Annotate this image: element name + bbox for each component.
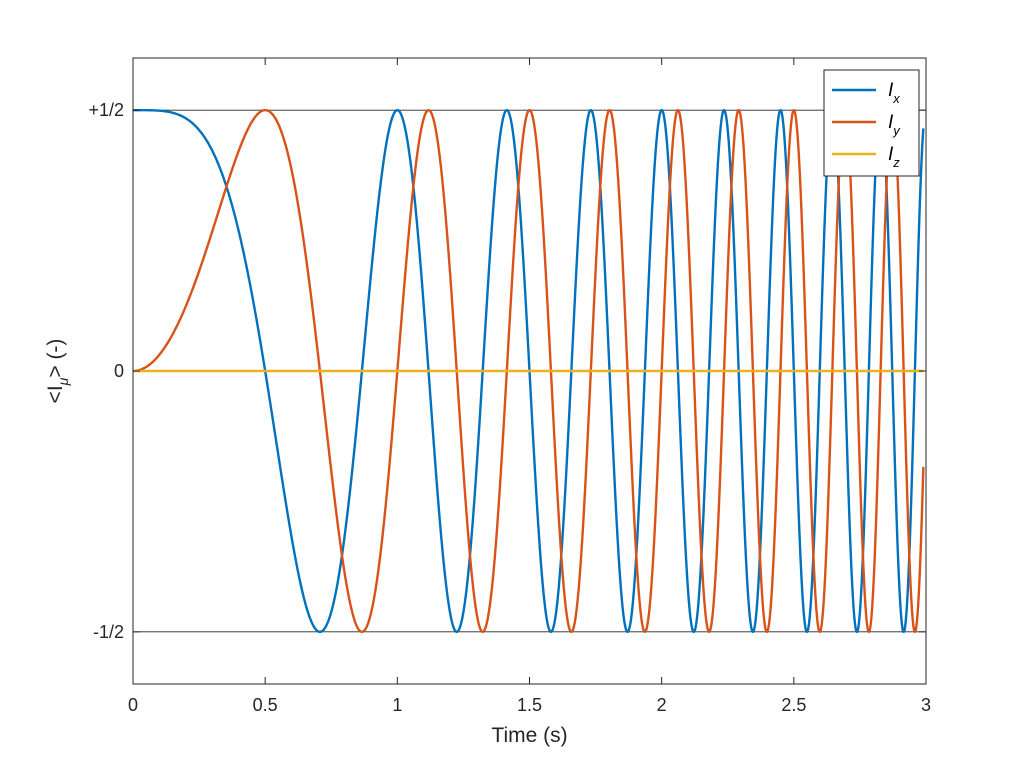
legend-label-main: I [888,80,894,101]
y-tick-label: -1/2 [93,622,124,642]
y-axis-label-suffix: > (-) [44,339,67,378]
legend-label-sub: z [892,155,900,170]
legend-label-main: I [888,112,894,133]
legend-label-ix: Ix [888,80,900,106]
y-axis-label-sub: μ [55,377,71,386]
x-tick-label: 3 [921,695,931,715]
x-tick-label: 0.5 [253,695,278,715]
legend-label-sub: y [892,123,901,138]
legend-label-iz: Iz [888,144,900,170]
series-line-iy [133,108,925,634]
legend-label-sub: x [892,91,900,106]
series-line-ix [133,108,925,634]
axis-ticks [132,58,927,684]
x-tick-label: 2.5 [781,695,806,715]
y-axis-label-main: <I [44,385,67,403]
y-axis-label: <Iμ> (-) [44,339,71,404]
legend-label-main: I [888,144,894,165]
legend-label-iy: Iy [888,112,901,138]
tick-labels: 0 0.5 1 1.5 2 2.5 3 -1/2 0 +1/2 [88,100,931,715]
y-tick-label: 0 [114,361,124,381]
x-tick-label: 1.5 [517,695,542,715]
x-tick-label: 0 [128,695,138,715]
x-tick-label: 2 [657,695,667,715]
x-axis-label: Time (s) [491,724,567,747]
series-layer [133,108,925,634]
x-tick-label: 1 [392,695,402,715]
y-tick-label: +1/2 [88,100,124,120]
